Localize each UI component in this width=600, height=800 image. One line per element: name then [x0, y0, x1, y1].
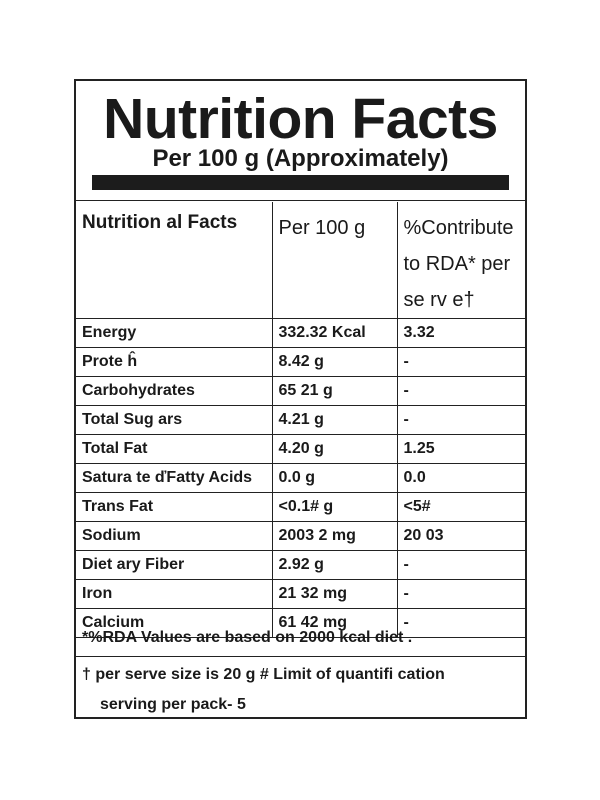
table-row: Iron 21 32 mg - [76, 579, 525, 609]
nutrient-name: Prote ĥ [76, 347, 273, 377]
table-row: Calcium 61 42 mg - [76, 608, 525, 638]
nutrient-name: Total Sug ars [76, 405, 273, 435]
label-title: Nutrition Facts [103, 87, 498, 151]
nutrient-amount: 65 21 g [271, 376, 398, 406]
footnote-serve-size: † per serve size is 20 g # Limit of quan… [82, 666, 445, 683]
nutrient-rda: - [396, 550, 525, 580]
nutrient-rda: - [396, 405, 525, 435]
nutrient-name: Energy [76, 318, 273, 348]
nutrient-rda: 20 03 [396, 521, 525, 551]
nutrient-rda: - [396, 579, 525, 609]
footnote-rda: *%RDA Values are based on 2000 kcal diet… [82, 629, 413, 646]
nutrient-amount: 0.0 g [271, 463, 398, 493]
nutrient-rda: 0.0 [396, 463, 525, 493]
nutrient-name: Calcium [76, 608, 273, 638]
nutrient-rda: 1.25 [396, 434, 525, 464]
nutrient-amount: 332.32 Kcal [271, 318, 398, 348]
label-subtitle: Per 100 g (Approximately) [152, 145, 449, 172]
nutrient-amount: 2.92 g [271, 550, 398, 580]
table-header-row: Nutrition al Facts Per 100 g %Contribute… [76, 202, 525, 319]
table-top-rule [76, 200, 525, 201]
table-row: Diet ary Fiber 2.92 g - [76, 550, 525, 580]
nutrient-rda: <5# [396, 492, 525, 522]
nutrient-amount: 4.21 g [271, 405, 398, 435]
nutrient-name: Sodium [76, 521, 273, 551]
table-row: Prote ĥ 8.42 g - [76, 347, 525, 377]
header-nutrient: Nutrition al Facts [76, 202, 273, 319]
nutrient-name: Satura te ďFatty Acids [76, 463, 273, 493]
header-per-100g: Per 100 g [271, 202, 398, 319]
table-row: Sodium 2003 2 mg 20 03 [76, 521, 525, 551]
nutrient-amount: 2003 2 mg [271, 521, 398, 551]
table-row: Trans Fat <0.1# g <5# [76, 492, 525, 522]
nutrient-name: Carbohydrates [76, 376, 273, 406]
nutrition-table: Nutrition al Facts Per 100 g %Contribute… [76, 202, 525, 638]
nutrient-rda: - [396, 608, 525, 638]
table-row: Satura te ďFatty Acids 0.0 g 0.0 [76, 463, 525, 493]
footnote-servings-per-pack: serving per pack- 5 [100, 696, 246, 713]
nutrient-rda: 3.32 [396, 318, 525, 348]
nutrient-amount: 8.42 g [271, 347, 398, 377]
nutrient-name: Diet ary Fiber [76, 550, 273, 580]
footnote-divider [76, 656, 525, 657]
nutrient-rda: - [396, 376, 525, 406]
title-divider-bar [92, 175, 509, 190]
table-row: Carbohydrates 65 21 g - [76, 376, 525, 406]
nutrient-rda: - [396, 347, 525, 377]
nutrient-amount: 61 42 mg [271, 608, 398, 638]
nutrient-name: Trans Fat [76, 492, 273, 522]
nutrient-amount: 21 32 mg [271, 579, 398, 609]
nutrient-amount: <0.1# g [271, 492, 398, 522]
table-row: Energy 332.32 Kcal 3.32 [76, 318, 525, 348]
nutrient-name: Iron [76, 579, 273, 609]
header-rda: %Contribute to RDA* per se rv e† [396, 202, 525, 319]
table-row: Total Fat 4.20 g 1.25 [76, 434, 525, 464]
nutrition-label: Nutrition Facts Per 100 g (Approximately… [74, 79, 527, 719]
nutrient-name: Total Fat [76, 434, 273, 464]
table-row: Total Sug ars 4.21 g - [76, 405, 525, 435]
nutrient-amount: 4.20 g [271, 434, 398, 464]
